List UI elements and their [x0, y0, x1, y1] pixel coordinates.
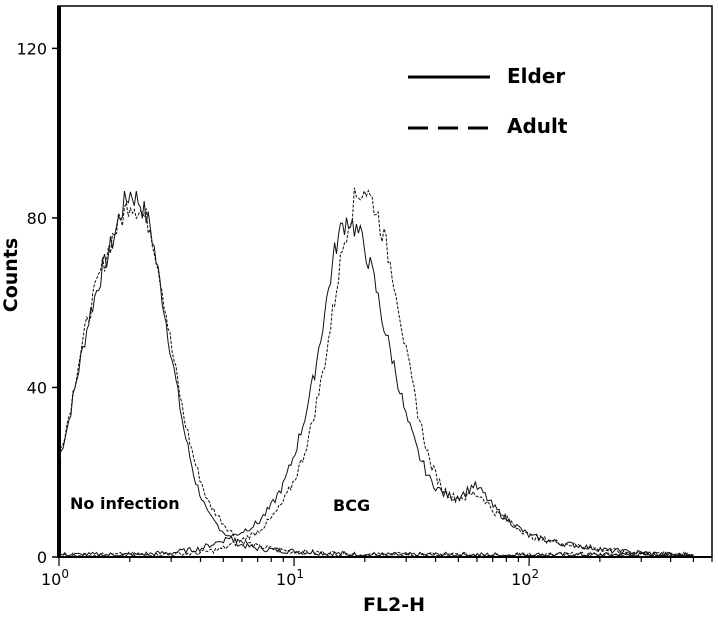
series-adult-bcg	[58, 187, 694, 557]
series-adult-no-infection	[58, 200, 694, 557]
plot-area	[57, 5, 713, 558]
annotations: No infection BCG	[70, 494, 370, 515]
x-axis-ticks: 100 101 102	[41, 557, 713, 589]
x-axis-title: FL2-H	[363, 594, 425, 616]
legend-entry-adult: Adult	[408, 114, 568, 138]
legend: Elder Adult	[408, 64, 568, 138]
legend-label-elder: Elder	[507, 64, 565, 88]
y-tick-label: 40	[27, 378, 47, 397]
legend-entry-elder: Elder	[408, 64, 565, 88]
y-axis-title: Counts	[0, 238, 22, 312]
series-layer	[58, 187, 694, 557]
annotation-bcg: BCG	[333, 496, 370, 515]
series-elder-bcg	[58, 217, 694, 557]
x-tick-label: 101	[276, 567, 304, 589]
x-tick-label: 102	[511, 567, 539, 589]
y-tick-label: 80	[27, 209, 47, 228]
y-axis-ticks: 0 40 80 120	[16, 39, 59, 567]
annotation-no-infection: No infection	[70, 494, 180, 513]
plot-frame	[57, 5, 713, 558]
series-elder-no-infection	[58, 190, 694, 557]
y-tick-label: 0	[37, 548, 47, 567]
legend-label-adult: Adult	[507, 114, 568, 138]
y-tick-label: 120	[16, 39, 47, 58]
x-tick-label: 100	[41, 567, 69, 589]
